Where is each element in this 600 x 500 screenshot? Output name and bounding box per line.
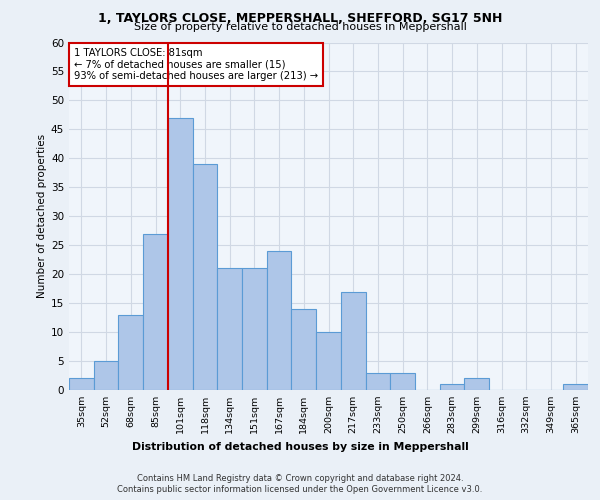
- Y-axis label: Number of detached properties: Number of detached properties: [37, 134, 47, 298]
- Text: Contains HM Land Registry data © Crown copyright and database right 2024.: Contains HM Land Registry data © Crown c…: [137, 474, 463, 483]
- Bar: [267, 251, 292, 390]
- Bar: [242, 268, 267, 390]
- Bar: [118, 314, 143, 390]
- Text: Size of property relative to detached houses in Meppershall: Size of property relative to detached ho…: [134, 22, 466, 32]
- Bar: [69, 378, 94, 390]
- Bar: [217, 268, 242, 390]
- Bar: [365, 372, 390, 390]
- Bar: [168, 118, 193, 390]
- Text: Distribution of detached houses by size in Meppershall: Distribution of detached houses by size …: [131, 442, 469, 452]
- Text: 1, TAYLORS CLOSE, MEPPERSHALL, SHEFFORD, SG17 5NH: 1, TAYLORS CLOSE, MEPPERSHALL, SHEFFORD,…: [98, 12, 502, 26]
- Bar: [193, 164, 217, 390]
- Bar: [440, 384, 464, 390]
- Bar: [94, 361, 118, 390]
- Text: 1 TAYLORS CLOSE: 81sqm
← 7% of detached houses are smaller (15)
93% of semi-deta: 1 TAYLORS CLOSE: 81sqm ← 7% of detached …: [74, 48, 319, 81]
- Bar: [292, 309, 316, 390]
- Bar: [341, 292, 365, 390]
- Bar: [316, 332, 341, 390]
- Bar: [563, 384, 588, 390]
- Bar: [143, 234, 168, 390]
- Bar: [390, 372, 415, 390]
- Bar: [464, 378, 489, 390]
- Text: Contains public sector information licensed under the Open Government Licence v3: Contains public sector information licen…: [118, 485, 482, 494]
